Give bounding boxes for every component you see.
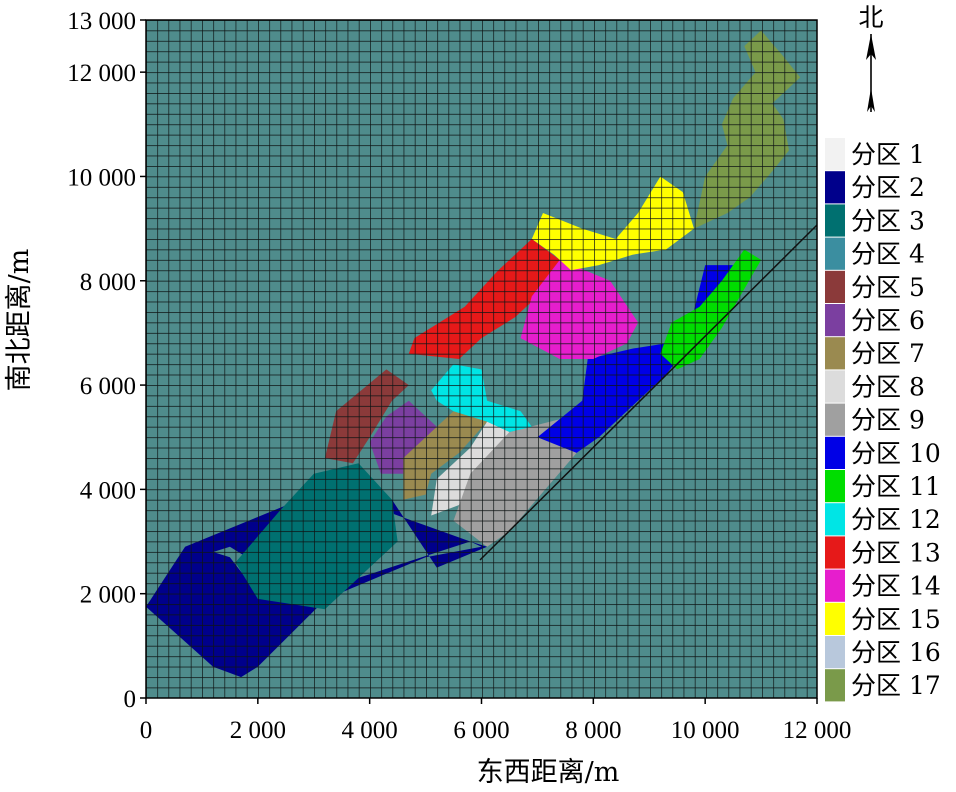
legend-swatch [825, 337, 845, 370]
y-axis: 0 2 000 4 000 6 000 8 000 10 000 12 000 13 000 [67, 8, 146, 713]
legend-swatch [825, 138, 845, 171]
legend-swatch [825, 171, 845, 204]
x-axis: 0 2 000 4 000 6 000 8 000 10 000 12 000 [140, 698, 852, 744]
boundary-line [479, 224, 818, 561]
legend-label: 分区 1 [851, 140, 925, 169]
legend-swatch [825, 436, 845, 469]
legend-label: 分区 10 [851, 439, 941, 468]
legend-label: 分区 5 [851, 273, 925, 302]
x-axis-title: 东西距离/m [477, 757, 620, 788]
legend-swatch [825, 204, 845, 237]
y-axis-title: 南北距离/m [4, 249, 35, 392]
legend-swatch [825, 270, 845, 303]
legend-label: 分区 3 [851, 206, 925, 235]
y-tick-label: 0 [124, 686, 137, 713]
legend-label: 分区 17 [851, 671, 941, 700]
y-tick-label: 12 000 [67, 60, 136, 87]
x-tick-label: 4 000 [342, 717, 398, 744]
north-arrow-icon [866, 34, 876, 60]
y-tick-label: 6 000 [80, 373, 136, 400]
north-arrow: 北 [858, 3, 884, 112]
north-label: 北 [858, 3, 883, 32]
legend-label: 分区 4 [851, 240, 925, 269]
y-tick-label: 10 000 [67, 164, 136, 191]
x-tick-label: 2 000 [230, 717, 286, 744]
legend-label: 分区 16 [851, 638, 941, 667]
legend-label: 分区 7 [851, 339, 925, 368]
legend-swatch [825, 503, 845, 536]
legend-swatch [825, 370, 845, 403]
legend: 分区 1 分区 2 分区 3 分区 4 分区 5 分区 6 分区 7 分区 8 分区 9 分区 1… [825, 138, 941, 702]
legend-label: 分区 2 [851, 173, 925, 202]
x-tick-label: 6 000 [453, 717, 509, 744]
x-tick-label: 0 [140, 717, 153, 744]
legend-swatch [825, 403, 845, 436]
x-tick-label: 8 000 [565, 717, 621, 744]
legend-label: 分区 6 [851, 306, 925, 335]
legend-swatch [825, 237, 845, 270]
legend-label: 分区 12 [851, 505, 941, 534]
y-tick-label: 4 000 [80, 477, 136, 504]
legend-swatch [825, 536, 845, 569]
x-tick-label: 12 000 [783, 717, 852, 744]
y-tick-label: 13 000 [67, 8, 136, 35]
legend-swatch [825, 470, 845, 503]
legend-label: 分区 8 [851, 372, 925, 401]
y-tick-label: 2 000 [80, 582, 136, 609]
grid-overlay [146, 20, 817, 698]
legend-swatch [825, 669, 845, 702]
legend-label: 分区 13 [851, 538, 941, 567]
x-tick-label: 10 000 [671, 717, 740, 744]
legend-label: 分区 9 [851, 406, 925, 435]
legend-swatch [825, 569, 845, 602]
y-tick-label: 8 000 [80, 269, 136, 296]
legend-swatch [825, 602, 845, 635]
legend-swatch [825, 304, 845, 337]
legend-label: 分区 11 [851, 472, 941, 501]
legend-label: 分区 15 [851, 605, 941, 634]
legend-label: 分区 14 [851, 572, 941, 601]
legend-swatch [825, 636, 845, 669]
